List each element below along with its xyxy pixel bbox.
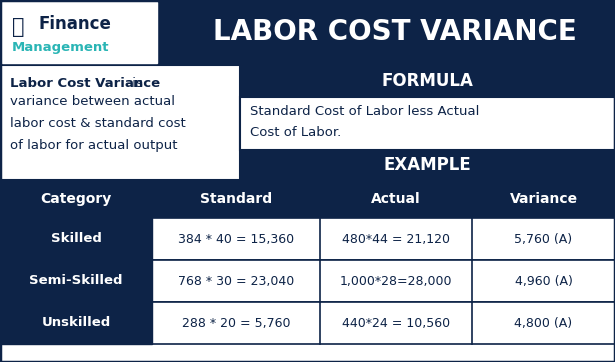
Text: 1,000*28=28,000: 1,000*28=28,000 <box>339 274 452 287</box>
Text: labor cost & standard cost: labor cost & standard cost <box>10 117 186 130</box>
Text: Skilled: Skilled <box>50 232 101 245</box>
Bar <box>0 302 615 344</box>
Bar <box>0 218 615 260</box>
Text: LABOR COST VARIANCE: LABOR COST VARIANCE <box>213 18 577 46</box>
Bar <box>240 150 615 180</box>
Bar <box>0 302 152 344</box>
Text: is: is <box>128 77 143 90</box>
Bar <box>2 2 157 63</box>
Text: Unskilled: Unskilled <box>41 316 111 329</box>
Bar <box>240 65 615 97</box>
Text: of labor for actual output: of labor for actual output <box>10 139 178 152</box>
Text: 384 * 40 = 15,360: 384 * 40 = 15,360 <box>178 232 294 245</box>
Text: Standard: Standard <box>200 192 272 206</box>
Text: EXAMPLE: EXAMPLE <box>384 156 471 174</box>
Text: 5,760 (A): 5,760 (A) <box>514 232 573 245</box>
Bar <box>0 180 615 218</box>
Text: 4,960 (A): 4,960 (A) <box>515 274 573 287</box>
Text: 288 * 20 = 5,760: 288 * 20 = 5,760 <box>182 316 290 329</box>
Text: 768 * 30 = 23,040: 768 * 30 = 23,040 <box>178 274 294 287</box>
Text: Variance: Variance <box>509 192 577 206</box>
Text: variance between actual: variance between actual <box>10 95 175 108</box>
Bar <box>0 0 615 65</box>
Text: 440*24 = 10,560: 440*24 = 10,560 <box>342 316 450 329</box>
Text: 4,800 (A): 4,800 (A) <box>514 316 573 329</box>
Text: Finance: Finance <box>38 14 111 33</box>
Bar <box>0 65 240 180</box>
Bar <box>0 260 152 302</box>
Text: Semi-Skilled: Semi-Skilled <box>30 274 123 287</box>
Text: FORMULA: FORMULA <box>381 72 474 90</box>
Text: Actual: Actual <box>371 192 421 206</box>
Bar <box>0 218 152 260</box>
Text: Standard Cost of Labor less Actual
Cost of Labor.: Standard Cost of Labor less Actual Cost … <box>250 105 479 139</box>
Text: 480*44 = 21,120: 480*44 = 21,120 <box>342 232 450 245</box>
Text: Management: Management <box>12 41 109 54</box>
Bar <box>0 260 615 302</box>
Bar <box>240 97 615 150</box>
Text: Labor Cost Variance: Labor Cost Variance <box>10 77 160 90</box>
Text: 🎓: 🎓 <box>12 17 25 37</box>
Text: Category: Category <box>41 192 112 206</box>
